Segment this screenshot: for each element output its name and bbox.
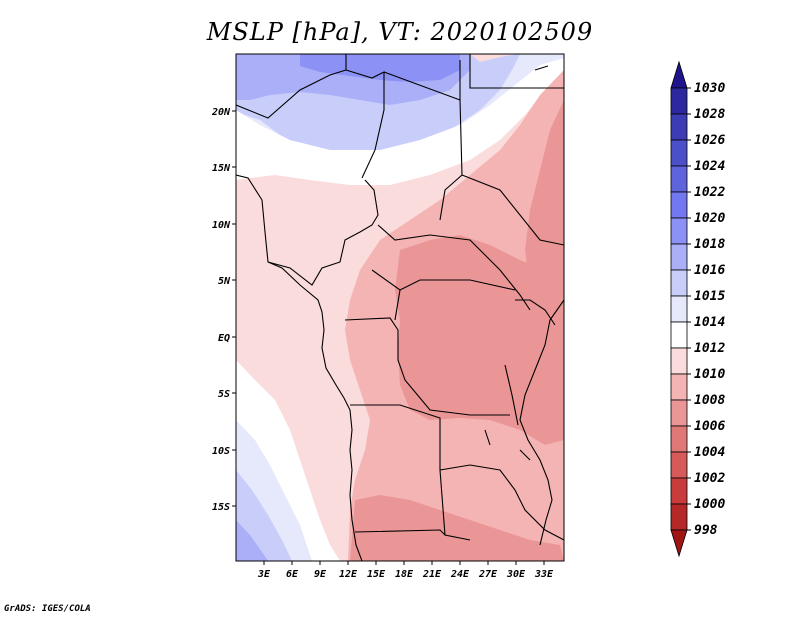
- colorbar-swatch: [670, 425, 688, 453]
- colorbar-label: 1015: [694, 289, 725, 304]
- colorbar-label: 1030: [694, 81, 725, 96]
- lat-tick-label: 15S: [212, 502, 230, 513]
- red-sea-coast: [469, 54, 564, 89]
- colorbar-swatch: [670, 503, 688, 531]
- lat-tick-label: 10N: [212, 220, 231, 231]
- lat-tick-label: 15N: [212, 163, 231, 174]
- map-title: MSLP [hPa], VT: 2020102509: [206, 18, 594, 46]
- colorbar-label: 1006: [694, 419, 725, 434]
- colorbar-label: 1018: [694, 237, 725, 252]
- colorbar-label: 1024: [694, 159, 725, 174]
- field-south-low: [350, 495, 564, 561]
- colorbar: 1030 1028 1026 1024 1022 1020 1018 1016 1015 1014…: [670, 60, 725, 558]
- colorbar-swatch: [670, 295, 688, 323]
- colorbar-label: 1014: [694, 315, 725, 330]
- lon-tick-label: 24E: [450, 569, 470, 580]
- colorbar-swatch: [670, 269, 688, 297]
- pressure-field: [236, 54, 564, 561]
- colorbar-label: 1000: [694, 497, 725, 512]
- colorbar-swatch: [670, 347, 688, 375]
- lon-tick-label: 9E: [314, 569, 327, 580]
- lon-tick-label: 30E: [506, 569, 526, 580]
- colorbar-swatch: [670, 217, 688, 245]
- colorbar-swatch: [670, 373, 688, 401]
- colorbar-label: 1004: [694, 445, 725, 460]
- colorbar-label: 1002: [694, 471, 725, 486]
- field-sahel-white: [236, 58, 564, 185]
- lon-tick-label: 3E: [257, 569, 271, 580]
- east-africa-coast: [519, 299, 564, 546]
- colorbar-swatch: [670, 191, 688, 219]
- rift-lakes: [484, 299, 556, 461]
- lat-tick-label: 10S: [212, 446, 230, 457]
- sahara-borders: [236, 54, 564, 246]
- lon-tick-label: 6E: [286, 569, 299, 580]
- lon-tick-label: 12E: [339, 569, 358, 580]
- grads-credit: GrADS: IGES/COLA: [4, 604, 91, 614]
- field-east-strong: [525, 100, 564, 330]
- lon-tick-label: 27E: [478, 569, 498, 580]
- colorbar-label: 1008: [694, 393, 725, 408]
- lat-tick-label: 5N: [218, 276, 231, 287]
- colorbar-swatch: [670, 243, 688, 271]
- colorbar-label: 1022: [694, 185, 725, 200]
- colorbar-top-triangle: [670, 60, 688, 89]
- lon-ticks: [263, 561, 545, 565]
- gulf-of-guinea-coast: [267, 261, 363, 561]
- field-atlantic-blue-mid: [236, 520, 268, 561]
- coastlines-borders: [236, 54, 564, 561]
- lon-tick-label: 18E: [395, 569, 414, 580]
- colorbar-label: 1026: [694, 133, 725, 148]
- colorbar-label: 1028: [694, 107, 725, 122]
- lat-tick-label: 5S: [218, 389, 230, 400]
- colorbar-swatch: [670, 139, 688, 167]
- lon-tick-label: 15E: [367, 569, 386, 580]
- lon-tick-label: 21E: [422, 569, 442, 580]
- southern-borders: [350, 404, 564, 541]
- colorbar-swatch: [670, 113, 688, 141]
- colorbar-label: 1012: [694, 341, 725, 356]
- field-north-blue-core: [300, 54, 460, 82]
- map-frame: [235, 53, 565, 562]
- central-african-borders: [344, 224, 531, 416]
- lon-tick-label: 33E: [534, 569, 554, 580]
- colorbar-label: 1020: [694, 211, 725, 226]
- colorbar-label: 998: [694, 523, 718, 538]
- colorbar-swatch: [670, 399, 688, 427]
- colorbar-swatch: [670, 477, 688, 505]
- colorbar-swatch: [670, 165, 688, 193]
- colorbar-swatch: [670, 451, 688, 479]
- colorbar-label: 1010: [694, 367, 725, 382]
- field-congo-low: [395, 235, 564, 445]
- colorbar-swatch: [670, 321, 688, 349]
- lat-tick-label: 20N: [211, 107, 231, 118]
- colorbar-bottom-triangle: [670, 529, 688, 558]
- lat-ticks: [232, 110, 236, 507]
- colorbar-swatch: [670, 87, 688, 115]
- west-africa-coast: [236, 174, 379, 286]
- lat-tick-label: EQ: [218, 333, 230, 344]
- colorbar-label: 1016: [694, 263, 725, 278]
